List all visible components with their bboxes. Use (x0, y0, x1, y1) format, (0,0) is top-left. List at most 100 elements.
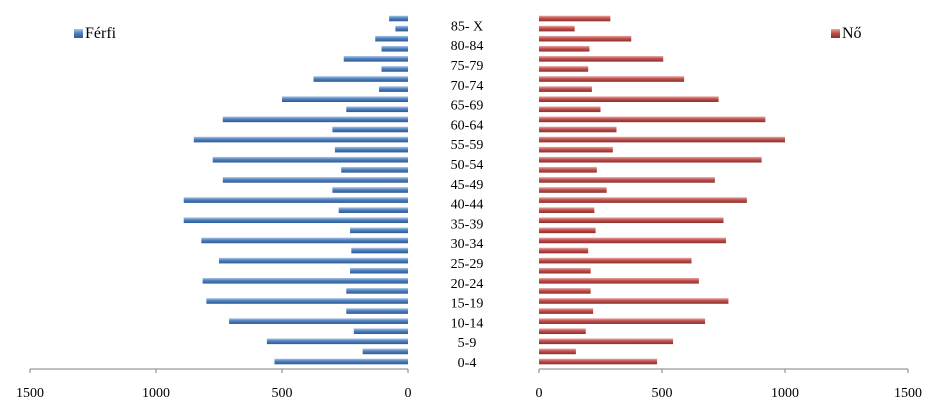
male-bar (346, 106, 408, 113)
legend-female-label: Nő (842, 25, 862, 42)
age-group-label: 35-39 (451, 217, 484, 232)
female-bar (539, 167, 597, 173)
female-bar (539, 288, 591, 294)
age-group-label: 15-19 (451, 297, 484, 312)
male-bar (353, 328, 408, 335)
age-group-labels: 0-4 5-9 10-14 15-19 20-24 25-29 30-34 35-39 40-4… (451, 19, 484, 371)
male-bar (274, 358, 408, 365)
male-bar (222, 116, 408, 123)
female-bar (539, 298, 729, 304)
tick-label: 500 (272, 386, 293, 401)
male-bar (338, 207, 408, 213)
female-bar (539, 146, 613, 153)
tick-label: 1500 (894, 386, 922, 401)
female-bar (539, 308, 594, 314)
male-bar (381, 45, 408, 52)
tick-label: 0 (405, 386, 412, 401)
male-bar (193, 136, 408, 143)
female-bar (539, 348, 576, 355)
female-bar (539, 237, 726, 244)
male-bar (183, 217, 408, 224)
legend-male-label: Férfi (85, 25, 117, 42)
female-bar (539, 277, 699, 284)
male-bar (341, 167, 408, 173)
male-bar (313, 76, 408, 82)
age-group-label: 10-14 (451, 316, 484, 331)
age-group-label: 75-79 (451, 59, 484, 74)
age-group-label: 70-74 (451, 79, 484, 94)
female-bar (539, 76, 685, 82)
age-group-label: 85- X (451, 19, 483, 34)
legend-male: Férfi (74, 25, 117, 42)
age-group-label: 60-64 (451, 118, 484, 133)
male-bar (395, 25, 408, 32)
male-bar (351, 247, 408, 254)
female-bar (539, 35, 632, 42)
legend-female-swatch (831, 29, 840, 38)
male-bar (343, 56, 408, 62)
female-bar (539, 156, 762, 163)
male-bar (222, 177, 408, 183)
male-bar (389, 15, 408, 22)
age-group-label: 45-49 (451, 178, 484, 193)
female-bar (539, 187, 607, 193)
male-bar (362, 348, 408, 355)
male-bars (183, 15, 408, 365)
female-bar (539, 106, 601, 113)
age-group-label: 20-24 (451, 277, 484, 292)
female-bar (539, 136, 785, 143)
age-group-label: 80-84 (451, 39, 484, 54)
age-group-label: 5-9 (458, 336, 477, 351)
age-group-label: 50-54 (451, 158, 484, 173)
female-bar (539, 318, 706, 324)
male-bar (350, 267, 408, 274)
legend-male-swatch (74, 29, 83, 38)
male-bar (183, 197, 408, 203)
female-bar (539, 177, 715, 183)
male-bar (332, 126, 408, 133)
male-bar (219, 257, 408, 264)
male-bar (375, 35, 408, 42)
male-bar (334, 146, 408, 153)
female-bar (539, 267, 591, 274)
female-bar (539, 56, 664, 62)
male-bar (201, 237, 408, 244)
male-bar (379, 86, 408, 92)
female-bar (539, 197, 747, 203)
female-bar (539, 217, 724, 224)
male-bar (350, 227, 408, 234)
legend-female: Nő (831, 25, 862, 42)
female-bar (539, 227, 596, 234)
female-bar (539, 15, 611, 22)
age-group-label: 30-34 (451, 237, 484, 252)
female-bar (539, 96, 719, 103)
tick-label: 0 (536, 386, 543, 401)
right-tick-labels: 0 500 1000 1500 (536, 369, 922, 401)
female-bar (539, 116, 766, 123)
female-bar (539, 45, 590, 52)
age-group-label: 40-44 (451, 198, 484, 213)
female-bar (539, 66, 589, 72)
female-bar (539, 328, 586, 335)
left-tick-labels: 1500 1000 500 0 (16, 369, 412, 401)
female-bars (539, 15, 785, 365)
female-bar (539, 86, 592, 92)
male-bar (346, 308, 408, 314)
male-bar (346, 288, 408, 294)
tick-label: 500 (652, 386, 673, 401)
male-bar (212, 156, 408, 163)
female-bar (539, 126, 617, 133)
tick-label: 1500 (16, 386, 44, 401)
female-bar (539, 338, 674, 345)
male-bar (266, 338, 408, 345)
tick-label: 1000 (771, 386, 799, 401)
male-bar (202, 277, 408, 284)
male-bar (282, 96, 408, 103)
age-group-label: 0-4 (458, 356, 477, 371)
female-bar (539, 358, 658, 365)
male-bar (332, 187, 408, 193)
age-group-label: 55-59 (451, 138, 484, 153)
female-bar (539, 257, 692, 264)
age-group-label: 65-69 (451, 99, 484, 114)
